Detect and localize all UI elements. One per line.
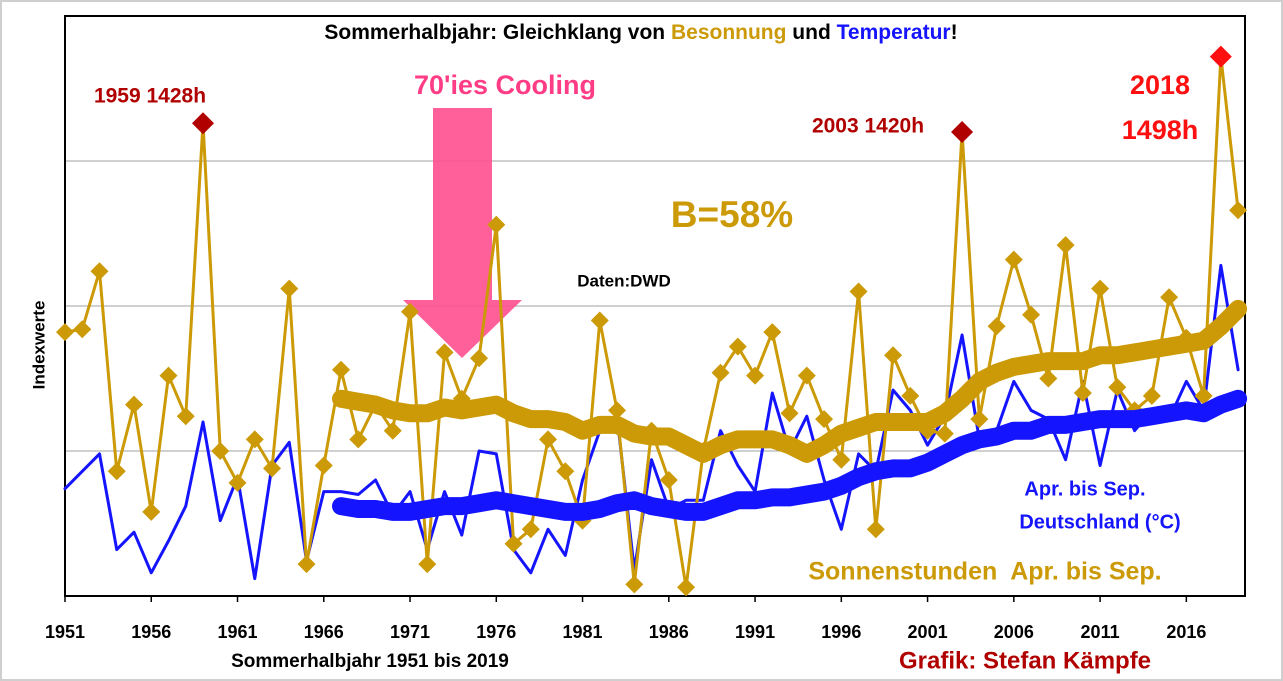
data-point xyxy=(884,346,903,365)
data-point xyxy=(815,410,834,429)
data-point xyxy=(625,575,644,594)
annotation: 2003 1420h xyxy=(812,115,924,138)
data-point xyxy=(1039,369,1058,388)
data-point xyxy=(332,360,351,379)
annotation: 1959 1428h xyxy=(94,85,206,108)
data-point xyxy=(521,520,540,539)
data-point xyxy=(435,343,454,362)
x-tick-label: 1951 xyxy=(45,622,85,642)
data-point xyxy=(73,320,92,339)
title-part: Sommerhalbjahr: Gleichklang von xyxy=(324,21,671,44)
data-point xyxy=(1091,279,1110,298)
chart-title: Sommerhalbjahr: Gleichklang von Besonnun… xyxy=(324,21,957,44)
data-point xyxy=(1056,236,1075,255)
x-tick-label: 1981 xyxy=(563,622,603,642)
data-point xyxy=(228,473,247,492)
title-part: ! xyxy=(951,21,958,44)
annotation: Deutschland (°C) xyxy=(1019,511,1180,533)
annotation: Apr. bis Sep. xyxy=(1024,478,1145,500)
data-point xyxy=(608,401,627,420)
data-point xyxy=(970,410,989,429)
data-point xyxy=(849,282,868,301)
annotation: 1498h xyxy=(1122,115,1199,145)
data-point xyxy=(401,302,420,321)
data-point xyxy=(677,578,696,597)
data-point xyxy=(866,520,885,539)
data-point xyxy=(487,215,506,234)
data-point xyxy=(211,442,230,460)
annotation: 70'ies Cooling xyxy=(414,70,596,100)
x-tick-label: 2011 xyxy=(1081,622,1120,642)
data-point xyxy=(263,459,282,478)
annotation: Sonnenstunden Apr. bis Sep. xyxy=(808,558,1161,586)
x-tick-label: 2006 xyxy=(994,622,1034,642)
data-point xyxy=(1160,288,1179,307)
series-line xyxy=(63,263,1240,581)
annotation: Daten:DWD xyxy=(577,271,671,290)
data-point xyxy=(1108,378,1127,397)
data-point xyxy=(780,404,799,423)
data-point xyxy=(951,121,974,143)
x-tick-label: 1966 xyxy=(304,622,344,642)
title-part: und xyxy=(786,21,836,44)
data-point xyxy=(901,386,920,405)
data-point xyxy=(728,337,747,356)
data-point xyxy=(659,471,678,489)
data-point xyxy=(797,366,816,385)
data-point xyxy=(176,407,195,426)
data-point xyxy=(1142,386,1161,405)
data-point xyxy=(107,462,126,481)
data-point xyxy=(280,279,299,298)
data-point xyxy=(90,262,109,281)
data-point xyxy=(556,462,575,481)
x-tick-label: 2001 xyxy=(908,622,948,642)
data-point xyxy=(349,430,368,449)
data-point xyxy=(245,430,264,449)
data-point xyxy=(418,555,437,574)
data-point xyxy=(746,366,765,385)
title-part: Besonnung xyxy=(671,21,787,44)
data-point xyxy=(590,311,609,330)
data-point xyxy=(192,112,215,135)
data-point xyxy=(1022,305,1041,324)
series-line xyxy=(332,299,1248,463)
data-point xyxy=(1209,45,1232,68)
data-point xyxy=(1229,201,1248,220)
x-tick-label: 1961 xyxy=(217,622,257,642)
data-point xyxy=(832,450,851,469)
data-point xyxy=(539,430,558,449)
x-tick-label: 1971 xyxy=(390,622,430,642)
data-point xyxy=(1004,250,1023,269)
series-line xyxy=(332,389,1248,521)
annotation: Grafik: Stefan Kämpfe xyxy=(899,647,1151,674)
x-tick-label: 2016 xyxy=(1166,622,1206,642)
data-point xyxy=(125,395,144,414)
data-point xyxy=(56,323,74,342)
x-axis-label: Sommerhalbjahr 1951 bis 2019 xyxy=(231,651,509,672)
data-point xyxy=(383,421,402,440)
data-point xyxy=(504,534,523,553)
title-part: Temperatur xyxy=(837,21,951,44)
data-point xyxy=(987,317,1006,336)
data-point xyxy=(297,555,316,574)
data-point xyxy=(711,363,730,382)
data-point xyxy=(763,323,782,342)
data-point xyxy=(1194,386,1213,405)
y-axis-label: Indexwerte xyxy=(29,301,48,390)
annotation: 2018 xyxy=(1130,70,1190,100)
data-point xyxy=(470,349,489,368)
cooling-arrow xyxy=(403,108,522,358)
x-tick-label: 1986 xyxy=(649,622,689,642)
data-point xyxy=(1073,384,1092,402)
data-point xyxy=(935,424,954,443)
x-tick-label: 1956 xyxy=(131,622,171,642)
annotation: B=58% xyxy=(671,194,793,235)
data-point xyxy=(142,502,161,521)
data-point xyxy=(159,366,178,385)
x-tick-label: 1996 xyxy=(821,622,861,642)
x-tick-label: 1976 xyxy=(476,622,516,642)
data-point xyxy=(314,456,333,475)
x-tick-label: 1991 xyxy=(735,622,775,642)
